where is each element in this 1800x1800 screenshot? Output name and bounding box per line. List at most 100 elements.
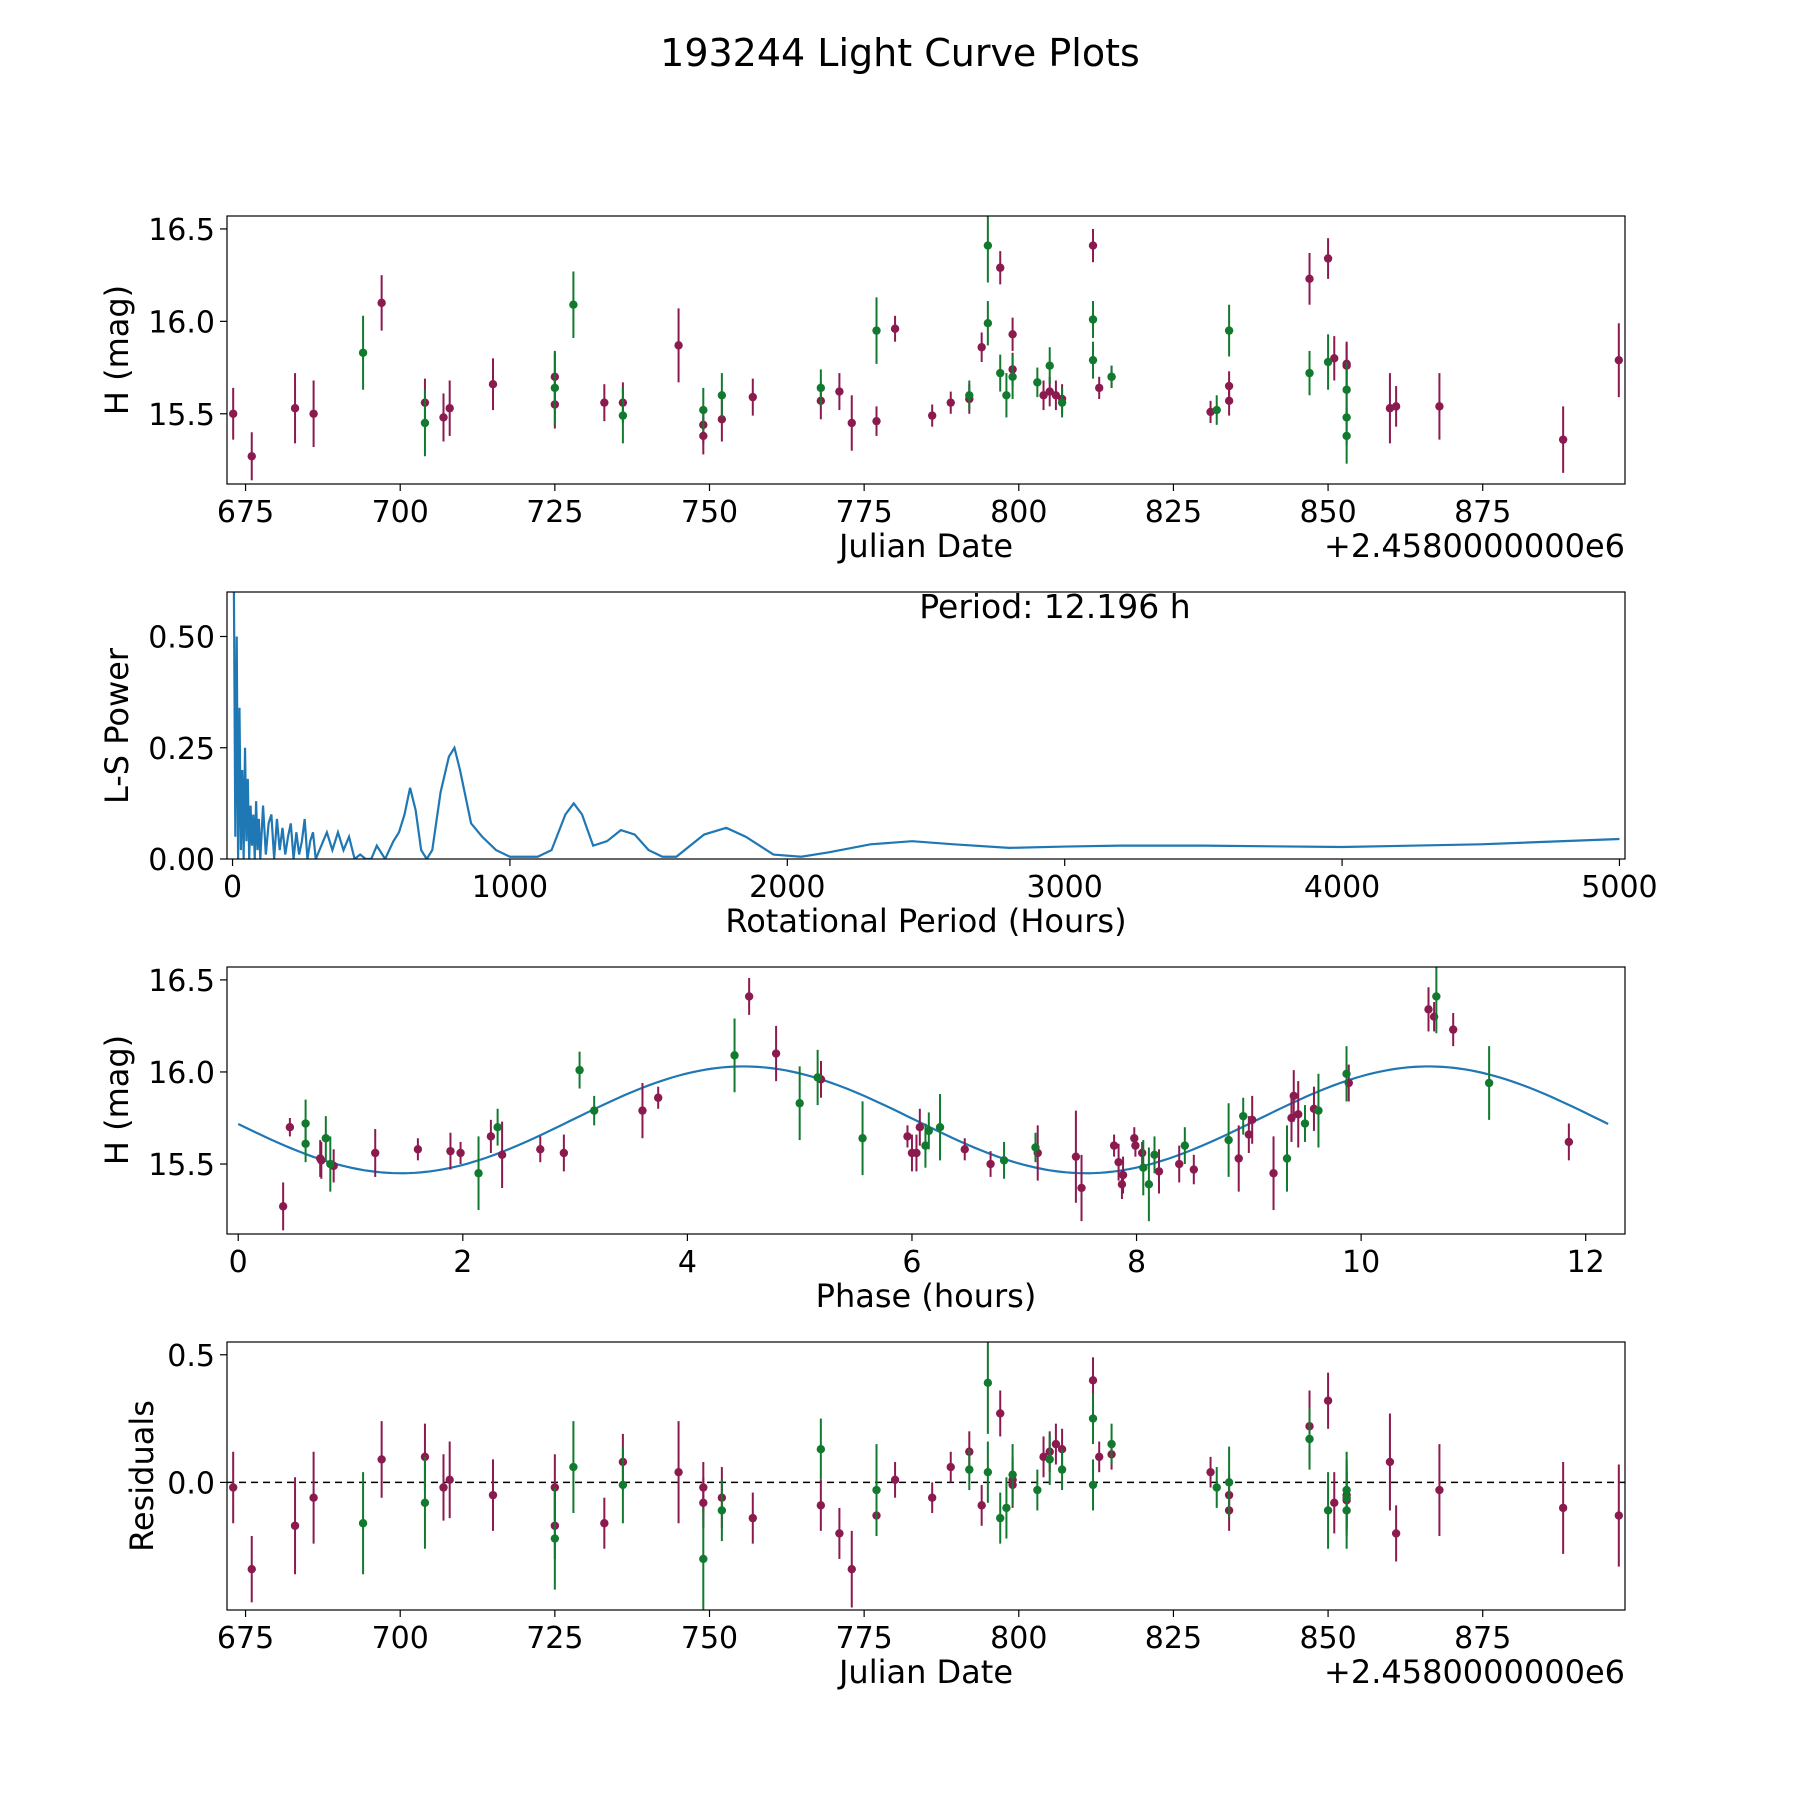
data-point	[559, 1148, 569, 1158]
data-point	[1323, 1396, 1333, 1405]
light-curve-axes-frame	[226, 215, 1626, 485]
data-point	[813, 1073, 822, 1082]
data-point	[1224, 396, 1234, 406]
data-point	[795, 1099, 804, 1108]
data-point	[618, 1480, 628, 1490]
data-point	[847, 1564, 856, 1574]
data-point	[1002, 391, 1011, 400]
residuals-y-label: Residuals	[123, 1400, 161, 1552]
data-point	[358, 348, 368, 357]
light-curve-y-label: H (mag)	[98, 285, 136, 415]
data-point	[1305, 1434, 1314, 1444]
data-point	[835, 1529, 844, 1538]
data-point	[326, 1159, 335, 1169]
periodogram-x-ticks: 0 1000 2000 3000 4000 5000	[223, 859, 1658, 905]
data-point	[1095, 383, 1104, 393]
data-point	[228, 1483, 238, 1492]
data-point	[1206, 1467, 1215, 1477]
data-point	[456, 1148, 465, 1158]
x-tick-label: 675	[217, 495, 274, 530]
data-point	[1289, 1091, 1298, 1101]
y-tick-label: 16.0	[148, 1056, 215, 1091]
light-curve-y-ticks: 15.5 16.0 16.5	[148, 213, 227, 433]
plot-content	[237, 967, 1609, 1231]
data-point	[589, 1106, 599, 1115]
data-point	[1435, 1485, 1444, 1495]
data-point	[301, 1139, 310, 1148]
data-point	[1175, 1159, 1184, 1169]
data-point	[847, 418, 856, 428]
data-point	[1088, 1376, 1098, 1385]
data-point	[999, 1156, 1009, 1165]
data-point	[1008, 372, 1017, 381]
light-curve-x-label: Julian Date	[837, 527, 1013, 565]
data-point	[1088, 315, 1098, 324]
data-point	[486, 1132, 496, 1141]
data-point	[1391, 402, 1401, 411]
data-point	[1300, 1119, 1310, 1128]
data-point	[488, 1490, 498, 1500]
data-point	[1051, 391, 1061, 400]
data-point	[903, 1132, 912, 1141]
data-point	[247, 1564, 256, 1574]
periodogram-axes-frame	[226, 591, 1626, 860]
data-point	[1130, 1134, 1139, 1143]
data-point	[1391, 1529, 1401, 1538]
y-tick-label: 16.0	[148, 305, 215, 340]
data-point	[1095, 1452, 1104, 1462]
data-point	[445, 404, 454, 413]
data-point	[446, 1146, 455, 1156]
x-tick-label: 3000	[1027, 870, 1103, 905]
data-point	[816, 1501, 826, 1510]
data-point	[1224, 1135, 1233, 1145]
residuals-x-label: Julian Date	[837, 1653, 1013, 1691]
data-point	[1114, 1157, 1123, 1167]
periodogram-panel: 0 1000 2000 3000 4000 5000 0.00 0.25 0.50 Perio…	[98, 587, 1658, 940]
data-point	[946, 398, 955, 407]
y-tick-label: 0.5	[167, 1339, 215, 1374]
data-point	[445, 1475, 454, 1485]
data-point	[1154, 1167, 1164, 1176]
data-point	[1342, 431, 1351, 441]
data-point	[1002, 1503, 1011, 1513]
periodogram-line	[232, 592, 1620, 859]
data-point	[1558, 435, 1568, 444]
data-point	[1294, 1110, 1303, 1119]
data-point	[1088, 1414, 1098, 1423]
data-point	[1189, 1165, 1199, 1174]
data-point	[921, 1141, 930, 1150]
data-point	[835, 387, 844, 396]
data-point	[618, 411, 628, 420]
data-point	[1234, 1154, 1243, 1163]
x-tick-label: 1000	[472, 870, 548, 905]
data-point	[321, 1134, 331, 1143]
x-tick-label: 725	[526, 495, 583, 530]
x-tick-label: 675	[217, 1621, 274, 1656]
x-tick-label: 800	[990, 1621, 1047, 1656]
data-point	[748, 1513, 757, 1523]
x-tick-label: 8	[1127, 1245, 1146, 1280]
y-tick-label: 0.50	[148, 621, 215, 656]
data-point	[872, 1485, 881, 1495]
data-point	[575, 1065, 584, 1075]
data-point	[1212, 405, 1221, 415]
data-point	[986, 1159, 995, 1169]
residuals-axes-frame	[226, 1341, 1626, 1611]
data-point	[1088, 1480, 1098, 1490]
periodogram-y-label: L-S Power	[98, 647, 136, 804]
data-point	[1342, 385, 1351, 394]
data-point	[890, 1475, 900, 1485]
residuals-x-offset: +2.4580000000e6	[1324, 1653, 1625, 1691]
x-tick-label: 750	[681, 495, 738, 530]
phase-x-ticks: 0 2 4 6 8 10 12	[229, 1234, 1605, 1280]
data-point	[488, 379, 498, 389]
data-point	[890, 324, 900, 333]
data-point	[1305, 274, 1314, 284]
data-point	[371, 1148, 380, 1158]
x-tick-label: 4000	[1304, 870, 1380, 905]
data-point	[965, 1465, 974, 1474]
phase-y-label: H (mag)	[98, 1035, 136, 1165]
data-point	[983, 241, 993, 250]
data-point	[816, 1445, 826, 1454]
data-point	[439, 413, 448, 422]
